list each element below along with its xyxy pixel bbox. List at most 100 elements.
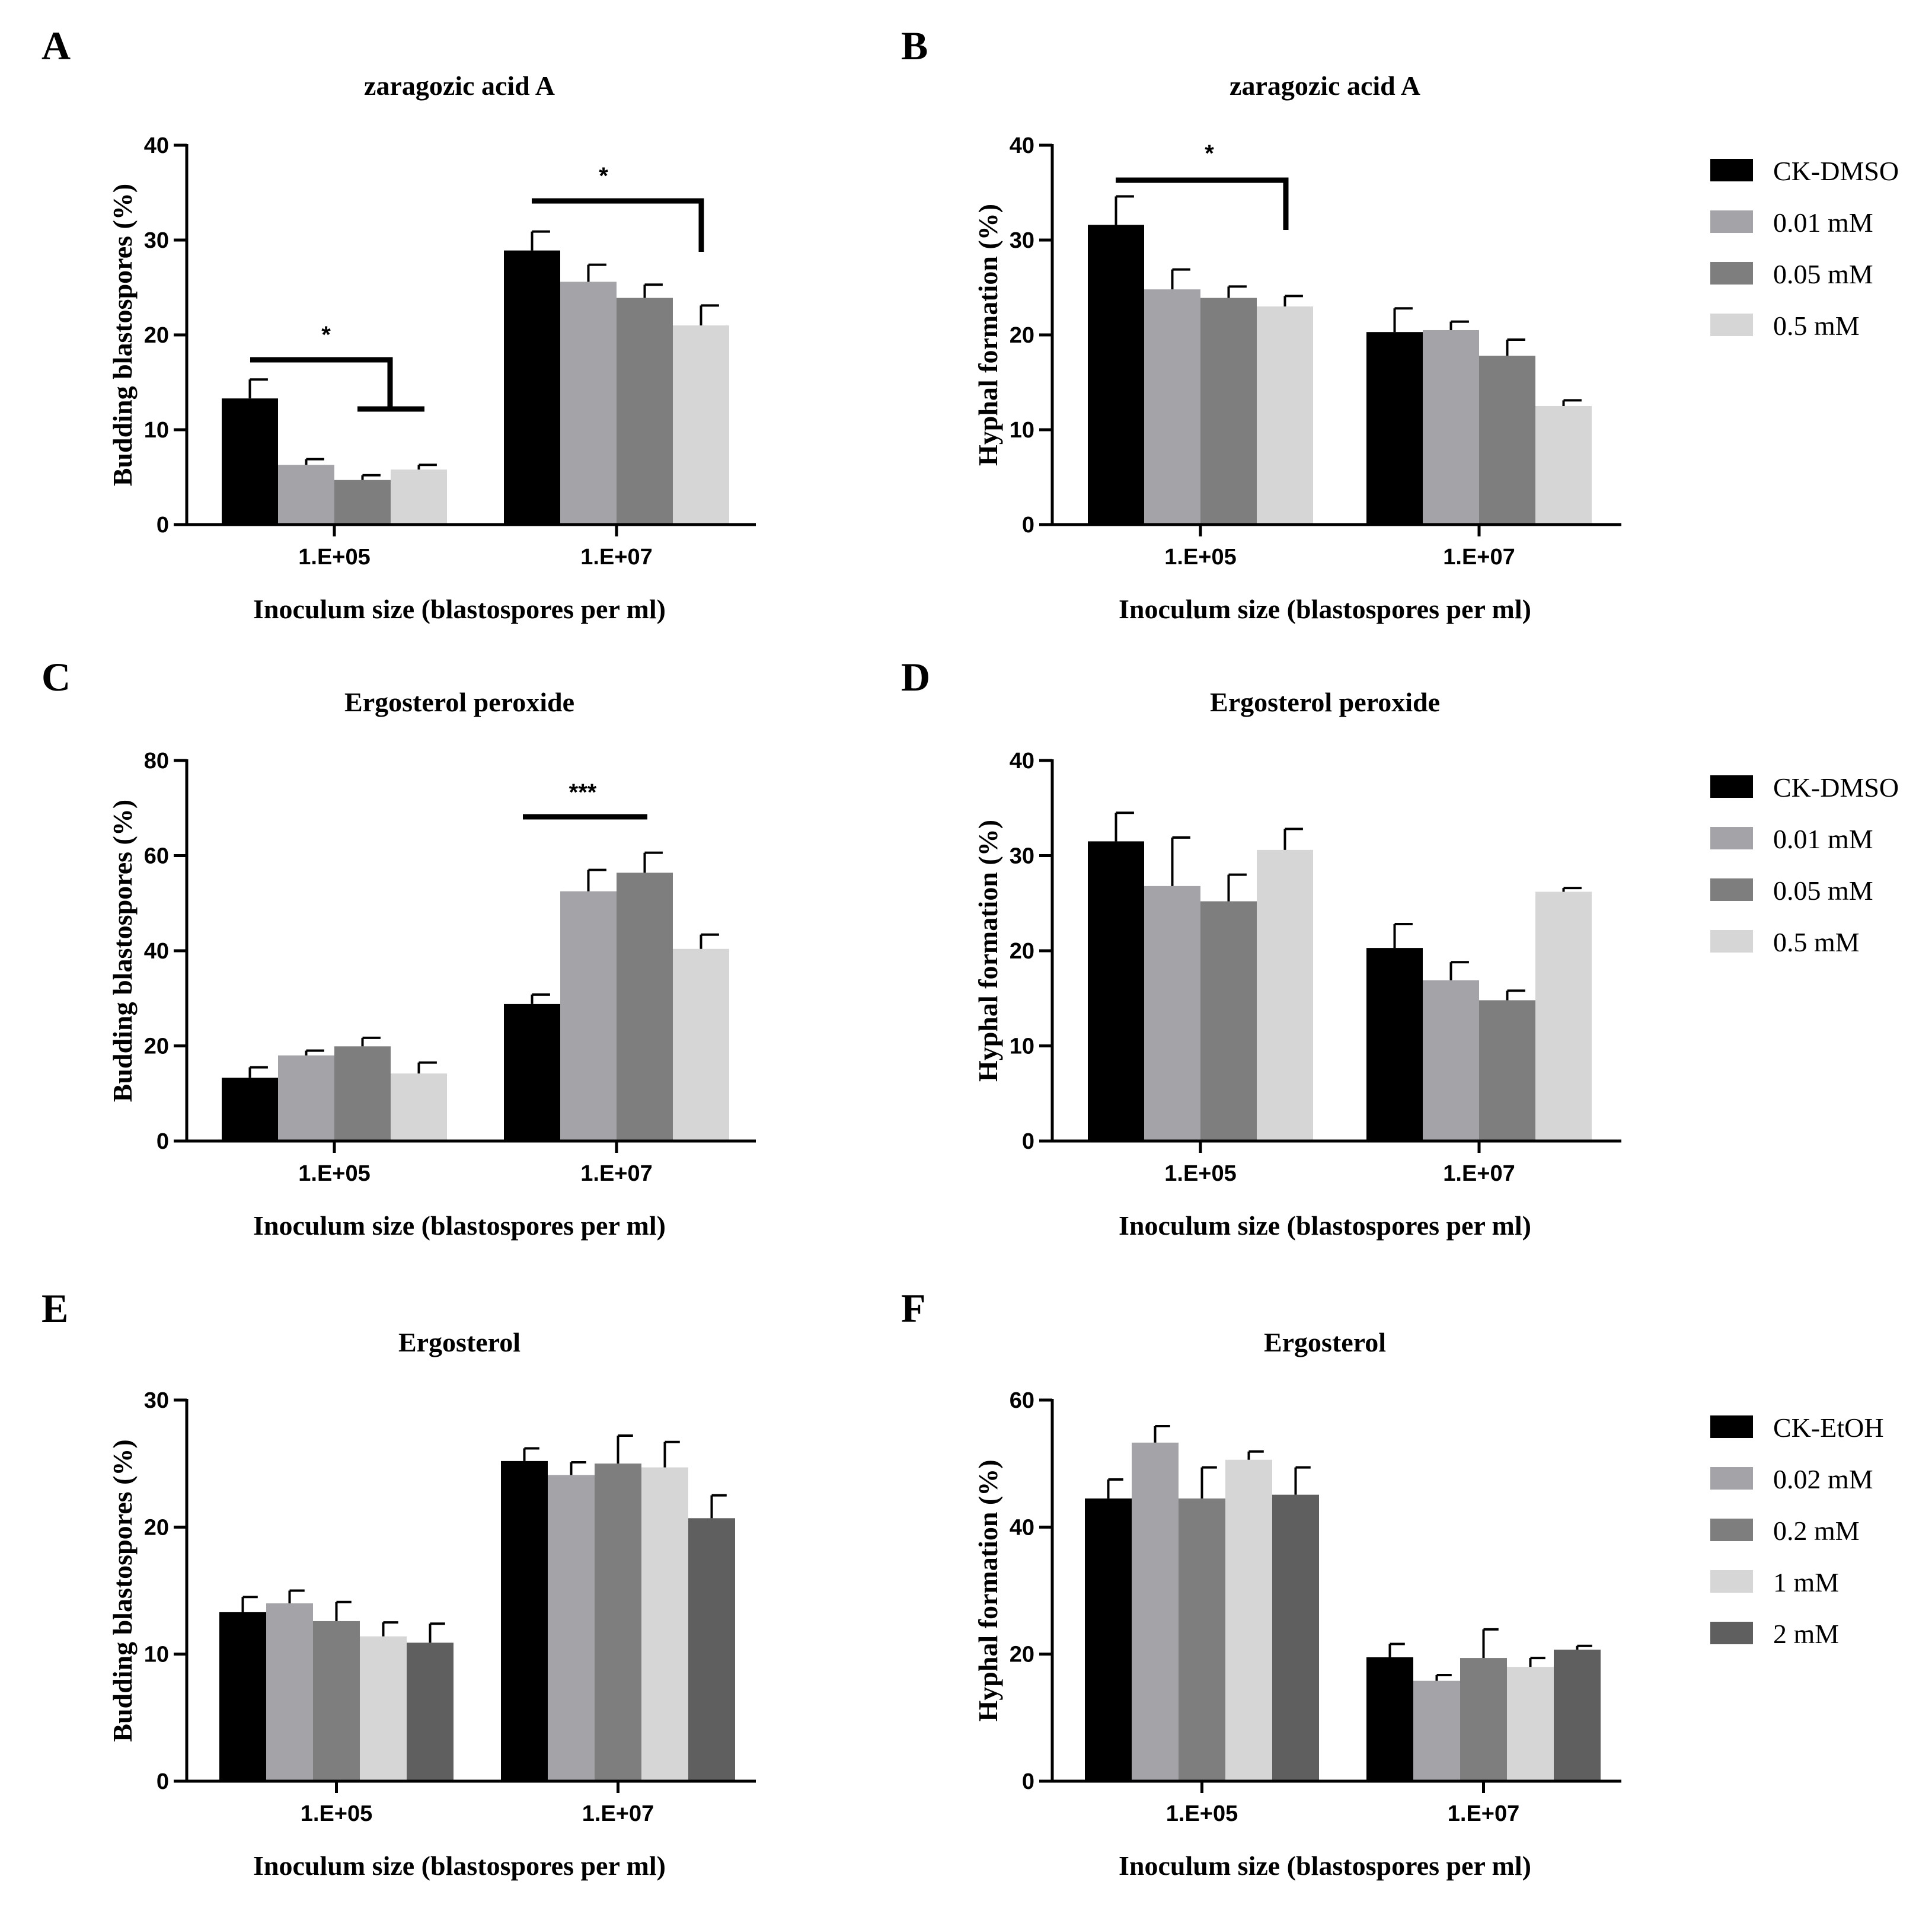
y-axis-label: Budding blastospores (%) xyxy=(107,184,138,486)
y-tick-label: 30 xyxy=(1010,844,1034,869)
y-tick-label: 40 xyxy=(1010,749,1034,774)
y-tick-label: 30 xyxy=(144,228,169,253)
panel-letter: E xyxy=(41,1286,68,1331)
y-tick-label: 10 xyxy=(1010,1034,1034,1059)
bar xyxy=(266,1603,313,1781)
bar xyxy=(1423,980,1479,1141)
x-tick-label: 1.E+05 xyxy=(1164,1161,1237,1186)
panel-d: D Ergosterol peroxide 0 10 20 30 40 1.E+05 1.E+0… xyxy=(901,654,1621,1241)
panel-e: E Ergosterol 0 10 20 30 1.E+05 1.E+07 Inoculum s… xyxy=(41,1286,756,1881)
bar xyxy=(501,1461,548,1781)
y-tick-label: 40 xyxy=(1010,1515,1034,1540)
bar xyxy=(1200,298,1257,525)
bar xyxy=(407,1642,454,1781)
significance-label: * xyxy=(1205,140,1214,167)
bar xyxy=(548,1475,595,1781)
y-tick-label: 20 xyxy=(144,1034,169,1059)
bar xyxy=(560,282,617,525)
x-tick-label: 1.E+05 xyxy=(298,545,371,570)
y-tick-label: 10 xyxy=(1010,418,1034,443)
legend-label: 0.2 mM xyxy=(1773,1516,1860,1546)
bar xyxy=(1088,225,1144,525)
bar xyxy=(1144,886,1200,1141)
bar xyxy=(313,1621,360,1781)
legend-label: CK-EtOH xyxy=(1773,1413,1884,1443)
x-tick-label: 1.E+05 xyxy=(301,1801,373,1826)
y-tick-label: 30 xyxy=(144,1388,169,1413)
bar xyxy=(1257,306,1313,525)
significance-label: *** xyxy=(569,779,597,806)
y-axis-label: Hyphal formation (%) xyxy=(973,204,1003,466)
y-tick-label: 0 xyxy=(157,1129,169,1154)
bar xyxy=(1413,1680,1460,1781)
panel-letter: F xyxy=(901,1286,926,1331)
bar xyxy=(219,1612,266,1781)
bar xyxy=(1132,1442,1179,1781)
x-axis-label: Inoculum size (blastospores per ml) xyxy=(253,1851,666,1881)
legend-label: 0.01 mM xyxy=(1773,824,1873,854)
x-axis-label: Inoculum size (blastospores per ml) xyxy=(1119,594,1531,624)
bar xyxy=(1366,1657,1413,1781)
bar xyxy=(1535,406,1592,525)
legend-label: 0.01 mM xyxy=(1773,207,1873,238)
bar xyxy=(391,1073,447,1141)
y-tick-label: 40 xyxy=(144,133,169,158)
bar xyxy=(1507,1667,1554,1781)
bar xyxy=(1366,948,1423,1141)
y-tick-label: 0 xyxy=(157,513,169,538)
bar xyxy=(360,1636,407,1781)
panel-letter: A xyxy=(41,23,71,68)
bar xyxy=(595,1463,641,1781)
legend-label: 0.5 mM xyxy=(1773,927,1860,957)
legend-swatch xyxy=(1710,1519,1753,1541)
y-tick-label: 60 xyxy=(144,844,169,869)
bar xyxy=(222,398,278,525)
y-tick-label: 30 xyxy=(1010,228,1034,253)
legend-label: 1 mM xyxy=(1773,1567,1839,1597)
y-tick-label: 20 xyxy=(144,1515,169,1540)
y-axis-label: Budding blastospores (%) xyxy=(107,1439,138,1741)
legend-swatch xyxy=(1710,930,1753,953)
panel-letter: B xyxy=(901,23,928,68)
bar xyxy=(222,1078,278,1141)
y-tick-label: 0 xyxy=(1022,1129,1034,1154)
legend-label: CK-DMSO xyxy=(1773,772,1899,803)
y-tick-label: 20 xyxy=(144,323,169,348)
legend-label: 0.5 mM xyxy=(1773,311,1860,341)
y-tick-label: 20 xyxy=(1010,323,1034,348)
y-axis-label: Budding blastospores (%) xyxy=(107,800,138,1102)
panel-f: F Ergosterol 20 40 60 0 1.E+05 1.E+07 Inoculum s… xyxy=(901,1286,1621,1881)
bar xyxy=(1179,1498,1225,1781)
panel-letter: D xyxy=(901,654,930,699)
chart-title: Ergosterol peroxide xyxy=(1210,687,1440,717)
x-axis-label: Inoculum size (blastospores per ml) xyxy=(1119,1210,1531,1241)
legend-label: 2 mM xyxy=(1773,1619,1839,1649)
bar xyxy=(334,480,391,525)
bar xyxy=(1423,330,1479,525)
bar xyxy=(504,250,560,525)
y-axis-label: Hyphal formation (%) xyxy=(973,820,1003,1082)
bar xyxy=(673,325,729,525)
panel-letter: C xyxy=(41,654,71,699)
legend-swatch xyxy=(1710,1570,1753,1593)
chart-title: Ergosterol xyxy=(398,1327,520,1357)
legend-swatch xyxy=(1710,210,1753,233)
legend: CK-EtOH 0.02 mM 0.2 mM 1 mM 2 mM xyxy=(1710,1413,1884,1649)
bar xyxy=(1366,332,1423,525)
legend-label: CK-DMSO xyxy=(1773,156,1899,186)
y-tick-label: 60 xyxy=(1010,1388,1034,1413)
y-tick-label: 80 xyxy=(144,749,169,774)
legend-swatch xyxy=(1710,1622,1753,1644)
bar xyxy=(673,948,729,1141)
x-tick-label: 1.E+07 xyxy=(582,1801,654,1826)
x-tick-label: 1.E+07 xyxy=(580,545,653,570)
legend-swatch xyxy=(1710,775,1753,798)
bar xyxy=(1554,1650,1601,1781)
significance-label: * xyxy=(599,163,608,189)
chart-title: Ergosterol peroxide xyxy=(344,687,574,717)
legend-swatch xyxy=(1710,827,1753,849)
y-tick-label: 40 xyxy=(1010,133,1034,158)
x-axis-label: Inoculum size (blastospores per ml) xyxy=(253,1210,666,1241)
